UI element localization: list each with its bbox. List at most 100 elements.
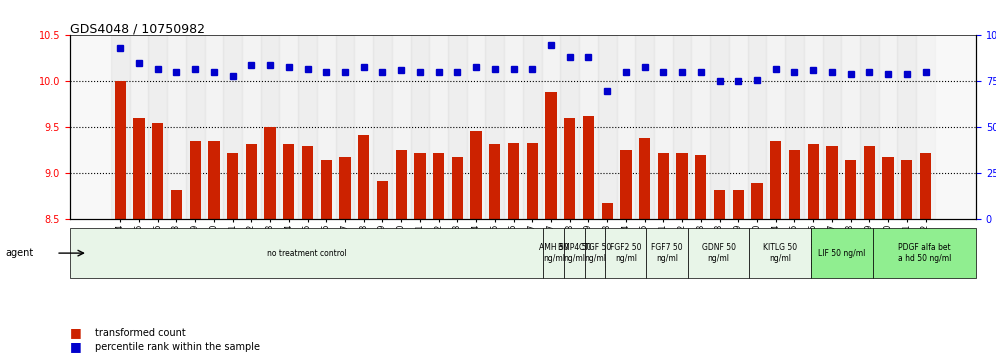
Bar xyxy=(467,35,485,219)
Bar xyxy=(542,35,561,219)
Bar xyxy=(115,81,125,219)
Bar xyxy=(242,35,261,219)
Bar xyxy=(204,35,223,219)
Bar xyxy=(845,160,857,219)
Bar xyxy=(111,35,129,219)
Bar xyxy=(167,35,186,219)
Bar xyxy=(808,144,819,219)
Bar xyxy=(391,35,410,219)
Text: percentile rank within the sample: percentile rank within the sample xyxy=(95,342,260,352)
Bar xyxy=(186,35,204,219)
Bar xyxy=(152,123,163,219)
Bar xyxy=(433,153,444,219)
Text: KITLG 50
ng/ml: KITLG 50 ng/ml xyxy=(763,244,798,263)
Bar xyxy=(827,146,838,219)
Bar xyxy=(298,35,317,219)
Bar xyxy=(523,35,542,219)
Bar xyxy=(129,35,148,219)
Bar xyxy=(302,146,313,219)
Bar xyxy=(878,35,897,219)
Bar xyxy=(429,35,448,219)
Bar xyxy=(789,150,800,219)
Bar xyxy=(657,153,669,219)
Bar xyxy=(823,35,842,219)
Bar xyxy=(602,203,613,219)
Bar xyxy=(504,35,523,219)
Text: CTGF 50
ng/ml: CTGF 50 ng/ml xyxy=(579,244,612,263)
Bar xyxy=(359,135,370,219)
Text: LIF 50 ng/ml: LIF 50 ng/ml xyxy=(819,249,866,258)
FancyBboxPatch shape xyxy=(544,228,564,278)
Bar xyxy=(897,35,916,219)
Bar xyxy=(227,153,238,219)
Text: BMP4 50
ng/ml: BMP4 50 ng/ml xyxy=(558,244,591,263)
Text: FGF7 50
ng/ml: FGF7 50 ng/ml xyxy=(651,244,683,263)
FancyBboxPatch shape xyxy=(606,228,646,278)
Bar xyxy=(598,35,617,219)
Bar xyxy=(280,35,298,219)
Bar xyxy=(729,35,748,219)
FancyBboxPatch shape xyxy=(873,228,976,278)
Bar xyxy=(485,35,504,219)
Bar xyxy=(340,157,351,219)
Bar xyxy=(710,35,729,219)
Text: GDS4048 / 10750982: GDS4048 / 10750982 xyxy=(70,22,205,35)
Bar xyxy=(583,116,594,219)
Bar xyxy=(733,190,744,219)
Bar xyxy=(751,183,763,219)
Bar xyxy=(448,35,467,219)
Text: FGF2 50
ng/ml: FGF2 50 ng/ml xyxy=(611,244,641,263)
Bar xyxy=(336,35,355,219)
Text: ■: ■ xyxy=(70,326,82,339)
Bar xyxy=(561,35,579,219)
Bar xyxy=(564,118,576,219)
Bar xyxy=(374,35,391,219)
Bar xyxy=(452,157,463,219)
Bar xyxy=(508,143,519,219)
Text: transformed count: transformed count xyxy=(95,328,185,338)
Bar xyxy=(676,153,687,219)
Bar xyxy=(766,35,785,219)
Bar xyxy=(714,190,725,219)
Bar xyxy=(321,160,332,219)
Bar xyxy=(691,35,710,219)
Bar xyxy=(470,131,482,219)
Bar xyxy=(489,144,500,219)
Bar xyxy=(770,141,781,219)
Bar xyxy=(654,35,672,219)
FancyBboxPatch shape xyxy=(646,228,687,278)
Bar xyxy=(901,160,912,219)
Bar xyxy=(864,146,874,219)
Text: no treatment control: no treatment control xyxy=(267,249,347,258)
Bar xyxy=(223,35,242,219)
Bar xyxy=(860,35,878,219)
Bar xyxy=(916,35,935,219)
Bar xyxy=(639,138,650,219)
Bar xyxy=(317,35,336,219)
Bar xyxy=(410,35,429,219)
Bar xyxy=(376,181,388,219)
Bar xyxy=(695,155,706,219)
Bar xyxy=(621,150,631,219)
FancyBboxPatch shape xyxy=(564,228,585,278)
FancyBboxPatch shape xyxy=(749,228,812,278)
Bar xyxy=(133,118,144,219)
Bar xyxy=(171,190,182,219)
Text: ■: ■ xyxy=(70,341,82,353)
Bar xyxy=(804,35,823,219)
Bar xyxy=(785,35,804,219)
Bar xyxy=(635,35,654,219)
Bar xyxy=(395,150,406,219)
Text: agent: agent xyxy=(5,248,33,258)
Text: PDGF alfa bet
a hd 50 ng/ml: PDGF alfa bet a hd 50 ng/ml xyxy=(898,244,951,263)
Bar xyxy=(882,157,893,219)
FancyBboxPatch shape xyxy=(687,228,749,278)
Bar xyxy=(617,35,635,219)
Bar xyxy=(672,35,691,219)
Bar xyxy=(208,141,219,219)
Bar xyxy=(579,35,598,219)
FancyBboxPatch shape xyxy=(812,228,873,278)
Bar xyxy=(246,144,257,219)
Bar xyxy=(261,35,280,219)
FancyBboxPatch shape xyxy=(585,228,606,278)
